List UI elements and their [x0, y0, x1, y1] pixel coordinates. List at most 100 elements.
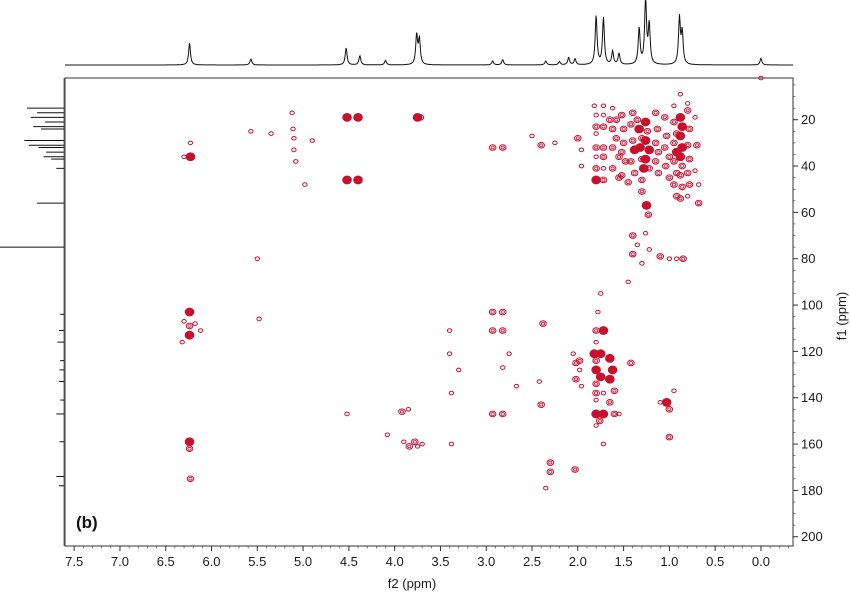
cross-peak	[197, 328, 204, 333]
cross-peak	[670, 139, 678, 147]
cross-peak	[683, 169, 692, 177]
y-tick-label: 180	[801, 483, 823, 498]
x-tick-label: 7.0	[111, 554, 129, 569]
cross-peak	[684, 101, 691, 106]
cross-peak	[675, 131, 686, 141]
cross-peak	[628, 109, 637, 117]
cross-peak	[605, 374, 615, 384]
cross-peak	[488, 144, 497, 151]
y-tick-label: 60	[801, 205, 815, 220]
cross-peak	[607, 365, 618, 375]
cross-peak	[678, 183, 686, 191]
cross-peak	[670, 118, 678, 126]
cross-peak	[184, 307, 195, 317]
x-tick-label: 2.5	[523, 554, 541, 569]
cross-peak	[665, 406, 674, 413]
cross-peak	[605, 353, 615, 363]
cross-peak	[695, 182, 702, 187]
cross-peak	[546, 468, 555, 476]
x-tick-label: 4.5	[340, 554, 358, 569]
cross-peak	[683, 107, 692, 114]
cross-peak	[677, 122, 687, 132]
cross-peak	[644, 211, 653, 218]
cross-peak	[543, 485, 549, 491]
cross-peak	[665, 433, 674, 441]
cross-peak	[592, 165, 600, 172]
cross-peak	[651, 109, 660, 117]
cross-peak	[671, 388, 677, 394]
x-tick-label: 2.0	[569, 554, 587, 569]
cross-peak	[640, 136, 651, 145]
cross-peak	[578, 163, 585, 169]
cross-peak	[186, 475, 195, 483]
cross-peak	[619, 125, 628, 133]
cross-peak	[405, 443, 414, 450]
y-tick-label: 20	[801, 112, 815, 127]
cross-peak	[640, 154, 651, 164]
cross-peak	[342, 175, 352, 185]
cross-peak	[595, 349, 606, 359]
cross-peak	[627, 158, 635, 165]
cross-peak	[627, 121, 635, 128]
cross-peak	[498, 144, 507, 151]
cross-peak	[677, 91, 684, 97]
cross-peak	[621, 158, 630, 165]
cross-peak	[627, 359, 635, 367]
cross-peak	[184, 330, 195, 340]
cross-peak	[600, 103, 607, 109]
x-tick-label: 0.5	[706, 554, 724, 569]
x-tick-label: 4.0	[386, 554, 404, 569]
cross-peak	[187, 140, 194, 146]
cross-peak	[488, 410, 497, 418]
cross-peak	[638, 176, 646, 184]
cross-peak	[665, 174, 674, 181]
cross-peak	[290, 126, 296, 132]
cross-peak	[638, 188, 646, 195]
x-tick-label: 5.0	[294, 554, 312, 569]
cross-peak	[656, 253, 665, 260]
cross-peak	[595, 309, 601, 315]
cross-peak	[595, 372, 606, 382]
cross-peak	[574, 134, 582, 142]
cross-peak	[654, 148, 663, 156]
cross-peak	[598, 326, 609, 335]
cross-peak	[612, 116, 621, 124]
cross-peak	[598, 409, 609, 419]
y-tick-label: 200	[801, 529, 823, 544]
cross-peak	[670, 158, 678, 165]
y-tick-label: 140	[801, 390, 823, 405]
cross-peak	[384, 432, 391, 438]
y-tick-label: 40	[801, 159, 815, 174]
cross-peak	[572, 375, 580, 383]
cross-peak	[617, 148, 626, 156]
cross-peak	[591, 409, 601, 419]
cross-peak	[342, 112, 352, 122]
cross-peak	[694, 199, 703, 207]
cross-peak	[608, 165, 617, 172]
cross-peak	[661, 162, 670, 170]
cross-peak	[344, 411, 350, 417]
cross-peak	[646, 247, 652, 252]
cross-peak	[642, 230, 649, 236]
cross-peak	[181, 154, 187, 160]
cross-peak	[592, 123, 600, 130]
y-tick-label: 120	[801, 344, 823, 359]
cross-peak	[498, 308, 507, 316]
x-tick-label: 3.5	[431, 554, 449, 569]
cross-peak	[617, 172, 626, 179]
y-tick-label: 100	[801, 298, 823, 313]
cross-peak	[592, 389, 600, 397]
cross-peak	[576, 367, 583, 373]
cross-peak	[353, 175, 363, 185]
cross-peak	[606, 399, 614, 406]
cross-peak	[597, 291, 604, 296]
x-tick-label: 6.0	[202, 554, 220, 569]
cross-peak	[599, 176, 608, 184]
cross-peak	[446, 351, 453, 357]
cross-peak	[640, 117, 651, 127]
cross-peak	[679, 255, 687, 263]
cross-peak	[419, 441, 425, 447]
cross-peak	[692, 115, 698, 120]
cross-peak	[592, 380, 600, 388]
cross-peak	[513, 383, 520, 389]
